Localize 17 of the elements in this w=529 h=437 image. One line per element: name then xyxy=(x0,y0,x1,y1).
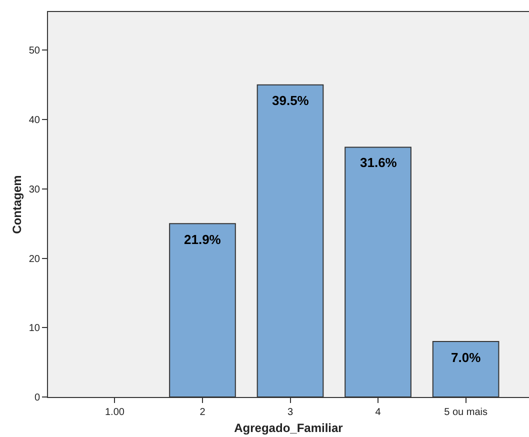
annotation: 39.5% xyxy=(272,93,310,108)
y-tick-label: 50 xyxy=(28,46,40,57)
y-tick-label: 30 xyxy=(28,184,40,196)
x-tick-label: 1.00 xyxy=(104,407,125,418)
x-tick-label: 3 xyxy=(287,407,294,418)
x-tick-label: 4 xyxy=(375,407,382,418)
y-axis-title: Contagem xyxy=(10,175,24,234)
y-tick-label: 0 xyxy=(34,392,40,404)
annotation: 7.0% xyxy=(451,350,482,365)
y-tick-label: 10 xyxy=(28,323,40,334)
x-axis-title: Agregado_Familiar xyxy=(234,420,344,435)
y-tick-label: 40 xyxy=(28,115,40,126)
x-tick-label: 5 ou mais xyxy=(444,407,488,418)
x-tick-label: 2 xyxy=(200,407,206,418)
y-tick-label: 20 xyxy=(28,254,40,265)
annotation: 31.6% xyxy=(360,155,398,170)
annotation: 21.9% xyxy=(184,232,222,247)
